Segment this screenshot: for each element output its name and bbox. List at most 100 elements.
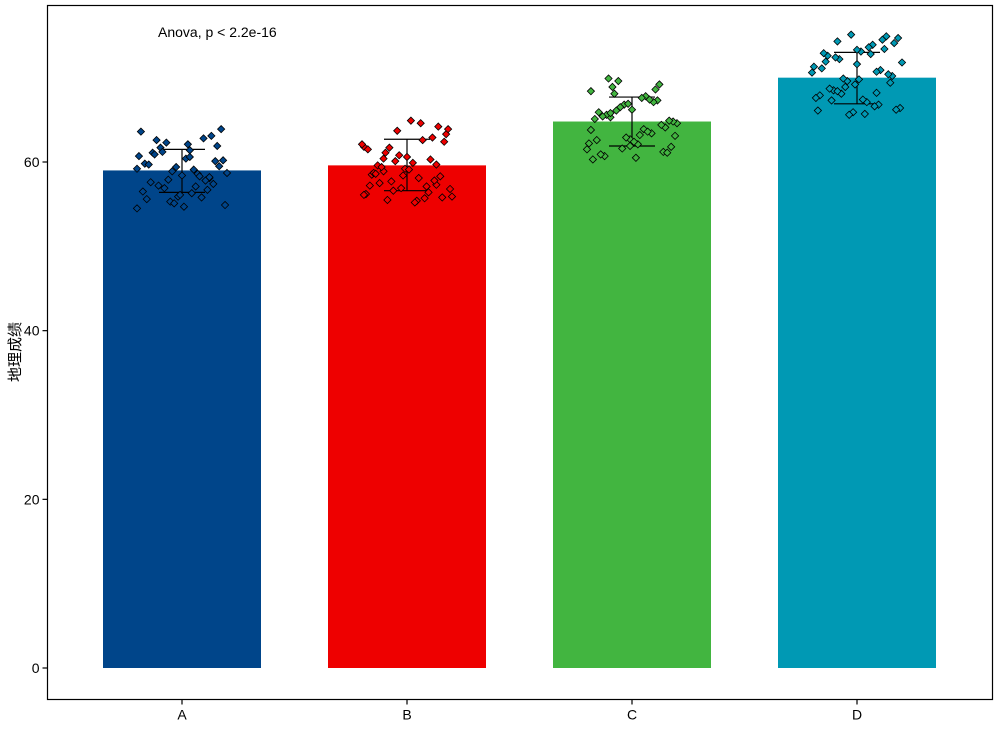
data-point-C [592, 135, 601, 145]
data-point-A [154, 181, 163, 190]
data-point-C [604, 74, 613, 83]
anova-annotation: Anova, p < 2.2e-16 [158, 24, 277, 40]
data-point-B [408, 158, 418, 168]
data-point-D [825, 84, 834, 93]
bars-layer [103, 77, 936, 668]
data-point-C [651, 85, 660, 94]
y-tick-label-40: 40 [24, 323, 40, 339]
data-point-D [845, 110, 854, 119]
data-point-C [608, 82, 617, 92]
x-tick-label-B: B [402, 707, 411, 723]
data-point-C [625, 141, 635, 151]
data-point-B [438, 193, 447, 202]
data-point-C [670, 131, 680, 141]
data-point-B [363, 145, 373, 154]
data-point-B [406, 116, 416, 125]
data-point-A [164, 175, 173, 184]
data-point-D [893, 33, 903, 43]
data-point-B [375, 178, 384, 188]
data-point-C [645, 95, 654, 104]
data-point-B [389, 186, 398, 195]
data-point-A [185, 152, 194, 162]
data-point-B [365, 181, 374, 190]
data-point-D [833, 86, 842, 96]
data-point-B [410, 198, 419, 207]
data-point-C [584, 139, 594, 148]
data-point-B [387, 177, 396, 186]
data-point-D [860, 109, 869, 119]
data-point-A [215, 162, 224, 171]
data-point-B [420, 194, 429, 203]
data-point-A [138, 187, 148, 196]
data-point-A [170, 199, 179, 208]
data-point-D [878, 35, 887, 44]
data-point-A [158, 147, 167, 157]
data-point-D [880, 44, 889, 54]
data-point-D [827, 96, 836, 105]
data-point-C [582, 145, 592, 154]
data-point-B [447, 192, 457, 201]
data-point-C [627, 105, 637, 114]
data-point-B [430, 176, 439, 185]
data-point-D [807, 68, 817, 77]
data-point-A [183, 140, 193, 149]
data-point-B [383, 195, 392, 205]
data-point-C [635, 130, 644, 140]
data-point-C [643, 127, 652, 136]
data-point-A [187, 189, 196, 198]
data-point-B [393, 126, 402, 135]
data-point-C [618, 144, 627, 153]
data-point-D [884, 70, 893, 79]
data-point-C [631, 153, 641, 162]
bar-D [778, 77, 936, 668]
data-point-C [666, 142, 676, 151]
data-point-B [379, 154, 388, 163]
data-point-A [211, 156, 220, 166]
data-point-C [629, 137, 639, 146]
data-point-B [414, 173, 423, 183]
data-point-D [841, 82, 850, 92]
data-point-D [850, 80, 860, 89]
data-point-C [590, 114, 599, 124]
data-point-C [637, 93, 646, 103]
data-point-C [653, 96, 662, 105]
data-point-D [897, 58, 907, 67]
x-axis: A B C D [177, 699, 862, 723]
data-point-B [422, 182, 431, 191]
data-point-D [890, 38, 899, 48]
data-point-A [207, 131, 216, 141]
data-point-A [218, 156, 228, 165]
data-point-A [166, 197, 175, 206]
y-axis-label: 地理成绩 [6, 322, 24, 382]
data-point-A [205, 173, 214, 182]
data-point-C [621, 133, 631, 142]
data-point-A [136, 127, 146, 136]
data-point-C [665, 116, 674, 125]
data-point-C [594, 108, 603, 117]
y-tick-label-20: 20 [24, 491, 40, 507]
data-point-A [175, 190, 185, 200]
data-point-A [195, 172, 204, 181]
data-point-B [359, 190, 369, 200]
data-point-D [852, 45, 862, 55]
data-point-A [220, 200, 230, 210]
data-point-D [895, 103, 905, 113]
data-point-B [426, 155, 435, 164]
data-point-C [623, 99, 633, 108]
bar-C [553, 121, 711, 668]
data-point-A [134, 151, 144, 161]
data-point-C [655, 80, 664, 89]
data-point-A [162, 138, 171, 147]
data-point-A [144, 160, 153, 169]
data-point-B [357, 140, 367, 149]
data-point-D [872, 67, 881, 76]
data-point-C [657, 120, 666, 130]
data-point-A [189, 165, 198, 174]
data-point-B [371, 169, 380, 178]
y-tick-label-0: 0 [32, 660, 40, 676]
data-point-B [404, 165, 414, 174]
data-point-B [436, 172, 445, 181]
data-point-D [854, 75, 864, 84]
data-point-D [876, 65, 885, 75]
